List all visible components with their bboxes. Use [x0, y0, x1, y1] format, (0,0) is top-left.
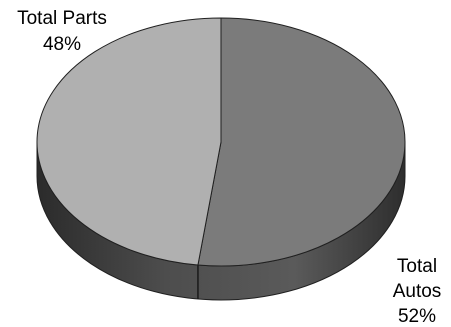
pie-slices — [36, 17, 406, 301]
pie-slice-total-autos — [197, 17, 406, 267]
slice-value-total-autos: 52% — [398, 306, 436, 327]
slice-label-total-autos-line2: Autos — [393, 281, 442, 302]
slice-value-total-parts: 48% — [43, 34, 81, 55]
slice-label-total-autos-line1: Total — [397, 256, 437, 277]
pie-slice-total-parts — [36, 17, 222, 266]
slice-label-total-parts: Total Parts — [17, 8, 107, 29]
